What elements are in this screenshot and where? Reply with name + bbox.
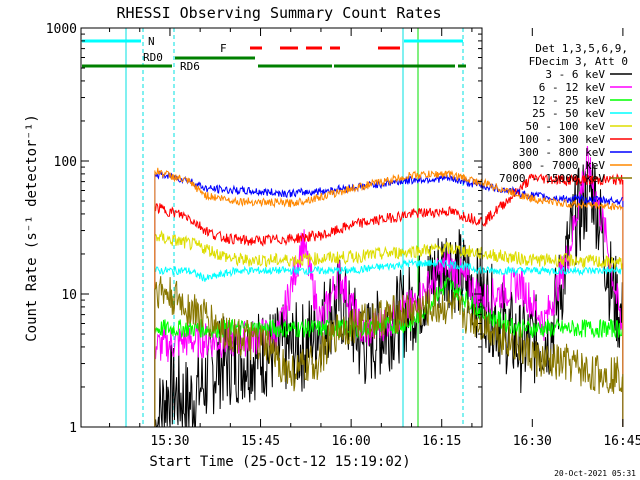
y-axis-label: Count Rate (s⁻¹ detector⁻¹) xyxy=(24,114,40,342)
rd0-label: RD0 xyxy=(143,51,163,64)
legend-entry: 100 - 300 keV xyxy=(519,133,605,146)
series-line xyxy=(154,161,623,428)
y-tick-label: 100 xyxy=(54,155,77,170)
legend-header: Det 1,3,5,6,9, xyxy=(535,42,628,55)
series-line xyxy=(154,167,623,211)
x-tick-label: 16:00 xyxy=(332,434,371,449)
x-tick-label: 15:45 xyxy=(241,434,280,449)
render-timestamp: 20-Oct-2021 05:31 xyxy=(554,469,636,478)
rd6-label: RD6 xyxy=(180,60,200,73)
series-line xyxy=(154,170,623,206)
x-tick-label: 16:45 xyxy=(603,434,640,449)
series-line xyxy=(154,146,623,363)
series-layer xyxy=(154,146,624,428)
y-tick-label: 1 xyxy=(69,421,77,436)
legend-entry: 6 - 12 keV xyxy=(539,81,606,94)
y-tick-label: 10 xyxy=(61,288,77,303)
night-label: N xyxy=(148,35,155,48)
legend-entry: 3 - 6 keV xyxy=(545,68,605,81)
series-line xyxy=(154,173,623,247)
legend-entry: 300 - 800 keV xyxy=(519,146,605,159)
series-line xyxy=(154,276,623,395)
observing-overlays: N F RD0 RD6 xyxy=(82,28,466,427)
legend-entry: 25 - 50 keV xyxy=(532,107,605,120)
legend-entry: 12 - 25 keV xyxy=(532,94,605,107)
y-axis: 1 10 100 1000 xyxy=(46,22,482,436)
series-line xyxy=(154,257,623,282)
flare-flag-label: F xyxy=(220,42,227,55)
series-line xyxy=(154,229,623,270)
legend-entry: 800 - 7000 keV xyxy=(512,159,605,172)
plot-frame xyxy=(80,27,483,428)
x-tick-label: 16:30 xyxy=(513,434,552,449)
x-tick-label: 16:15 xyxy=(422,434,461,449)
chart-title: RHESSI Observing Summary Count Rates xyxy=(116,4,441,22)
series-line xyxy=(154,277,623,340)
legend-entry: 7000 - 15000 keV xyxy=(499,172,605,185)
x-tick-label: 15:30 xyxy=(150,434,189,449)
y-tick-label: 1000 xyxy=(46,22,77,37)
legend: Det 1,3,5,6,9,FDecim 3, Att 03 - 6 keV6 … xyxy=(499,42,632,185)
x-axis: 15:30 15:45 16:00 16:15 16:30 16:45 xyxy=(109,28,640,449)
legend-header: FDecim 3, Att 0 xyxy=(529,55,628,68)
x-axis-label: Start Time (25-Oct-12 15:19:02) xyxy=(149,454,410,470)
legend-entry: 50 - 100 keV xyxy=(526,120,606,133)
